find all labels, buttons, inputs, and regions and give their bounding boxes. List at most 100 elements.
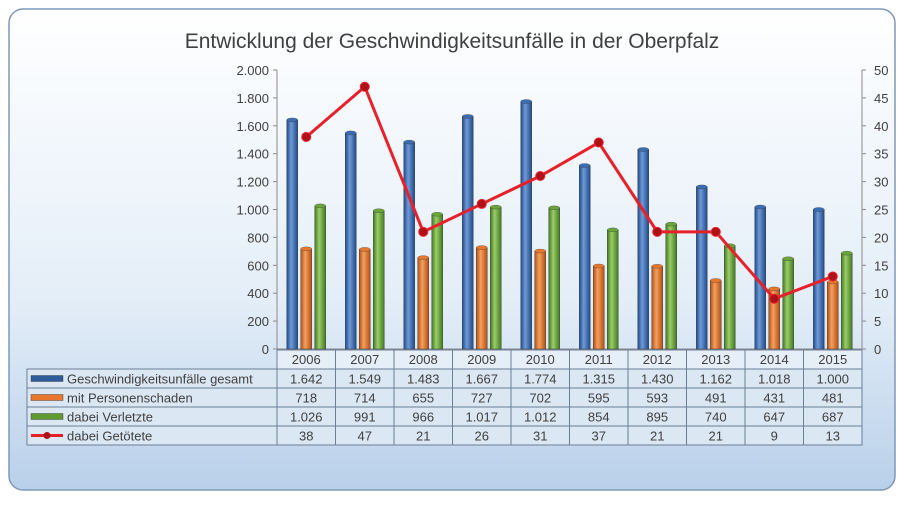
- right-tick-label: 40: [874, 119, 888, 134]
- table-cell: 1.549: [348, 372, 381, 387]
- left-tick-label: 1.600: [236, 119, 269, 134]
- bar-1-2009: [476, 247, 488, 350]
- bar-0-2006: [286, 119, 298, 350]
- bar-0-2009: [462, 116, 474, 350]
- bar-top: [768, 286, 780, 292]
- bar-top: [579, 163, 591, 168]
- bar-top: [665, 221, 677, 227]
- bar-2-2015: [841, 252, 853, 350]
- table-cell: 727: [471, 391, 493, 406]
- table-cell: 21: [416, 429, 430, 444]
- line-point-2013: [710, 226, 721, 237]
- left-tick-label: 1.800: [236, 91, 269, 106]
- bar-top: [520, 99, 532, 104]
- bar-1-2012: [651, 266, 663, 350]
- table-cell: 1.017: [465, 410, 498, 425]
- table-cell: 47: [358, 429, 372, 444]
- left-tick-label: 0: [262, 342, 269, 357]
- line-point-2006: [301, 131, 312, 142]
- category-label: 2012: [643, 352, 672, 367]
- table-cell: 991: [354, 410, 376, 425]
- bar-top: [593, 263, 605, 269]
- bar-0-2007: [345, 132, 357, 350]
- bar-2-2011: [607, 229, 619, 350]
- left-tick-label: 1.400: [236, 147, 269, 162]
- bar-0-2011: [579, 165, 591, 350]
- bar-top: [782, 256, 794, 261]
- bar-1-2010: [534, 250, 546, 350]
- right-tick-label: 5: [874, 314, 881, 329]
- bar-top: [300, 246, 312, 251]
- bar-top: [403, 139, 415, 145]
- table-cell: 26: [475, 429, 489, 444]
- bar-top: [651, 264, 663, 269]
- bar-top: [431, 212, 443, 217]
- table-cell: 1.483: [407, 372, 440, 387]
- left-tick-label: 400: [247, 286, 269, 301]
- table-cell: 431: [763, 391, 785, 406]
- legend-label: mit Personenschaden: [67, 391, 193, 406]
- legend-key-marker: [43, 432, 51, 439]
- legend-label: dabei Verletzte: [67, 410, 153, 425]
- line-point-2014: [769, 293, 780, 304]
- table-cell: 38: [299, 429, 313, 444]
- right-tick-label: 0: [874, 342, 881, 357]
- bar-2-2013: [724, 245, 736, 350]
- category-label: 2006: [292, 352, 321, 367]
- bar-top: [490, 204, 502, 210]
- bar-top: [345, 130, 357, 136]
- bar-top: [314, 203, 326, 209]
- line-point-2015: [827, 271, 838, 282]
- table-cell: 740: [705, 410, 727, 425]
- table-cell: 1.667: [465, 372, 498, 387]
- bar-top: [710, 278, 722, 283]
- table-cell: 1.026: [290, 410, 323, 425]
- bar-0-2012: [637, 149, 649, 350]
- category-label: 2009: [467, 352, 496, 367]
- bar-top: [813, 207, 825, 212]
- table-cell: 714: [354, 391, 376, 406]
- bar-top: [286, 117, 298, 123]
- table-cell: 21: [709, 429, 723, 444]
- right-tick-label: 50: [874, 63, 888, 78]
- bar-1-2015: [827, 281, 839, 350]
- table-cell: 491: [705, 391, 727, 406]
- table-cell: 647: [763, 410, 785, 425]
- table-cell: 595: [588, 391, 610, 406]
- bar-2-2012: [665, 223, 677, 350]
- bar-top: [534, 248, 546, 254]
- left-tick-label: 2.000: [236, 63, 269, 78]
- bar-top: [373, 208, 385, 213]
- right-tick-label: 25: [874, 203, 888, 218]
- category-label: 2011: [585, 352, 613, 367]
- left-tick-label: 200: [247, 314, 269, 329]
- bar-2-2010: [548, 207, 560, 350]
- bar-0-2008: [403, 141, 415, 350]
- category-label: 2007: [350, 352, 379, 367]
- bar-2-2014: [782, 258, 794, 350]
- table-cell: 1.774: [524, 372, 557, 387]
- bar-1-2007: [359, 249, 371, 350]
- table-cell: 31: [533, 429, 547, 444]
- right-tick-label: 35: [874, 147, 888, 162]
- bar-2-2008: [431, 214, 443, 350]
- left-tick-label: 1.200: [236, 175, 269, 190]
- table-cell: 1.430: [641, 372, 674, 387]
- table-cell: 37: [592, 429, 606, 444]
- bar-2-2006: [314, 205, 326, 350]
- bar-top: [637, 147, 649, 152]
- bar-1-2006: [300, 248, 312, 350]
- category-label: 2014: [760, 352, 789, 367]
- table-cell: 21: [650, 429, 664, 444]
- table-cell: 1.018: [758, 372, 791, 387]
- legend-key-1: [30, 394, 64, 401]
- category-label: 2013: [701, 352, 730, 367]
- category-label: 2008: [409, 352, 438, 367]
- table-cell: 1.162: [699, 372, 732, 387]
- category-label: 2015: [818, 352, 847, 367]
- table-cell: 1.315: [582, 372, 615, 387]
- table-cell: 593: [646, 391, 668, 406]
- bar-top: [359, 247, 371, 252]
- left-tick-label: 800: [247, 230, 269, 245]
